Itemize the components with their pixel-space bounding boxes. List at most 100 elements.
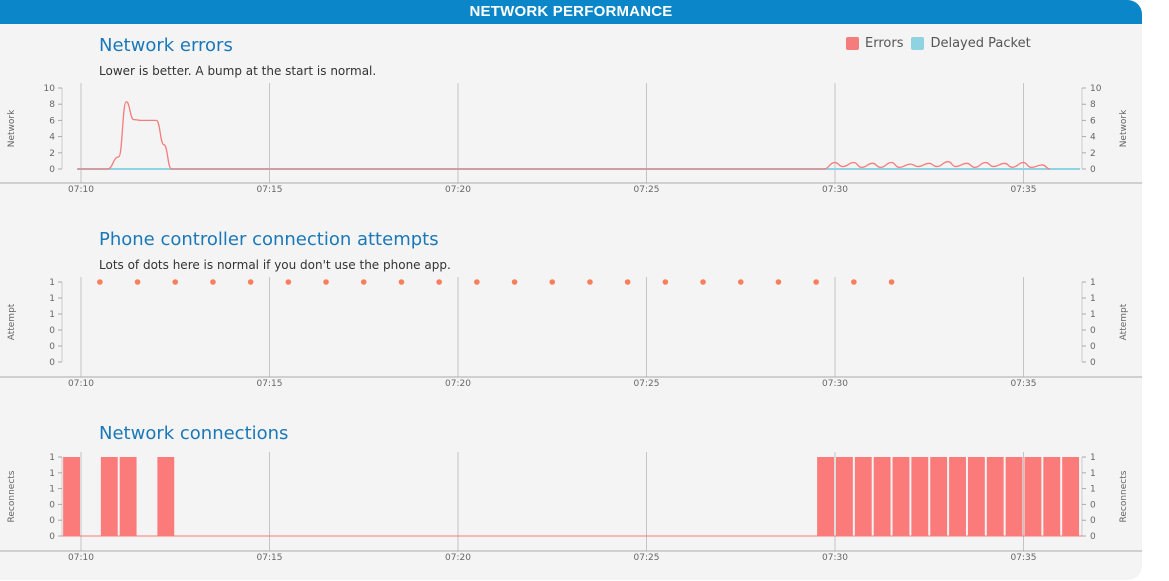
- x-tick-label: 07:20: [445, 553, 471, 563]
- x-tick-label: 07:30: [822, 379, 848, 389]
- y-tick-label-left: 0: [49, 165, 55, 175]
- scatter-point: [549, 279, 556, 285]
- y-tick-label-right: 4: [1090, 133, 1096, 143]
- x-tick-label: 07:15: [257, 185, 283, 195]
- y-axis-title-right: Network: [1119, 109, 1129, 147]
- x-tick-label: 07:15: [257, 379, 283, 389]
- y-tick-label-left: 4: [49, 133, 55, 143]
- y-tick-label-right: 0: [1090, 326, 1096, 336]
- scatter-point: [398, 279, 405, 285]
- legend-swatch-errors: [846, 37, 859, 50]
- y-tick-label-left: 0: [49, 516, 55, 526]
- scatter-point: [474, 279, 480, 285]
- x-tick-label: 07:35: [1011, 379, 1037, 389]
- bar: [911, 457, 929, 536]
- y-tick-label-left: 0: [49, 500, 55, 510]
- y-tick-label-left: 0: [49, 358, 55, 368]
- legend-swatch-delayed-packet: [911, 37, 925, 50]
- y-tick-label-left: 8: [49, 100, 55, 110]
- y-tick-label-right: 1: [1090, 485, 1096, 495]
- chart-subtitle-errors: Lower is better. A bump at the start is …: [99, 64, 377, 78]
- scatter-point: [775, 279, 782, 285]
- bar: [949, 457, 966, 536]
- legend-label-delayed-packet: Delayed Packet: [930, 36, 1031, 51]
- legend-label-errors: Errors: [865, 36, 904, 51]
- y-tick-label-left: 0: [49, 532, 55, 542]
- legend-item-errors[interactable]: Errors: [846, 36, 903, 51]
- y-axis-title-left: Reconnects: [7, 470, 17, 522]
- scatter-point: [323, 279, 329, 285]
- y-tick-label-right: 6: [1090, 116, 1096, 126]
- bar: [873, 457, 891, 536]
- y-tick-label-right: 2: [1090, 149, 1096, 159]
- legend-item-delayed-packet[interactable]: Delayed Packet: [911, 36, 1031, 51]
- y-tick-label-left: 1: [49, 310, 55, 320]
- bar: [157, 457, 175, 536]
- x-tick-label: 07:20: [445, 379, 471, 389]
- y-tick-label-left: 0: [49, 342, 55, 352]
- scatter-point: [360, 279, 367, 285]
- scatter-point: [888, 279, 895, 285]
- x-tick-label: 07:30: [822, 553, 848, 563]
- chart-legend: Errors Delayed Packet: [846, 36, 1039, 51]
- y-tick-label-right: 0: [1090, 500, 1096, 510]
- y-tick-label-left: 1: [49, 453, 55, 463]
- scatter-point: [662, 279, 669, 285]
- network-performance-panel: NETWORK PERFORMANCE Network errors Lower…: [0, 0, 1142, 580]
- bar: [1024, 457, 1042, 536]
- scatter-point: [285, 279, 292, 285]
- x-tick-label: 07:10: [68, 379, 94, 389]
- scatter-point: [97, 279, 103, 285]
- bar: [1043, 457, 1061, 536]
- y-tick-label-left: 0: [49, 326, 55, 336]
- x-tick-label: 07:25: [634, 379, 660, 389]
- bar: [63, 457, 80, 536]
- bar: [930, 457, 948, 536]
- y-tick-label-right: 0: [1090, 358, 1096, 368]
- scatter-point: [737, 279, 744, 285]
- scatter-point: [172, 279, 179, 285]
- bar: [986, 457, 1004, 536]
- scatter-point: [436, 279, 442, 285]
- y-tick-label-right: 1: [1090, 310, 1096, 320]
- x-tick-label: 07:35: [1011, 553, 1037, 563]
- scatter-point: [587, 279, 593, 285]
- chart-title-attempts: Phone controller connection attempts: [99, 229, 439, 250]
- y-axis-title-left: Network: [7, 109, 17, 147]
- x-tick-label: 07:15: [257, 553, 283, 563]
- bar: [892, 457, 910, 536]
- x-tick-label: 07:10: [68, 185, 94, 195]
- y-axis-title-right: Reconnects: [1119, 470, 1129, 522]
- scatter-point: [210, 279, 216, 285]
- chart-title-errors: Network errors: [99, 35, 233, 56]
- y-tick-label-left: 2: [49, 149, 55, 159]
- y-tick-label-left: 1: [49, 278, 55, 288]
- x-tick-label: 07:10: [68, 553, 94, 563]
- y-tick-label-right: 1: [1090, 469, 1096, 479]
- y-tick-label-right: 0: [1090, 342, 1096, 352]
- bar: [119, 457, 137, 536]
- y-tick-label-left: 1: [49, 485, 55, 495]
- scatter-point: [134, 279, 141, 285]
- y-axis-title-right: Attempt: [1119, 303, 1129, 340]
- y-tick-label-left: 1: [49, 469, 55, 479]
- bar: [967, 457, 985, 536]
- scatter-point: [813, 279, 819, 285]
- y-tick-label-right: 1: [1090, 278, 1096, 288]
- bar: [836, 457, 853, 536]
- scatter-point: [700, 279, 706, 285]
- y-tick-label-left: 10: [44, 84, 56, 94]
- scatter-point: [247, 279, 254, 285]
- series-line-errors: [77, 101, 1050, 170]
- x-tick-label: 07:30: [822, 185, 848, 195]
- bar: [100, 457, 118, 536]
- bar: [1005, 457, 1023, 536]
- bar: [817, 457, 834, 536]
- scatter-point: [511, 279, 518, 285]
- y-axis-title-left: Attempt: [7, 303, 17, 340]
- bar: [1062, 457, 1080, 536]
- y-tick-label-right: 0: [1090, 532, 1096, 542]
- y-tick-label-left: 6: [49, 116, 55, 126]
- chart-title-connections: Network connections: [99, 423, 289, 444]
